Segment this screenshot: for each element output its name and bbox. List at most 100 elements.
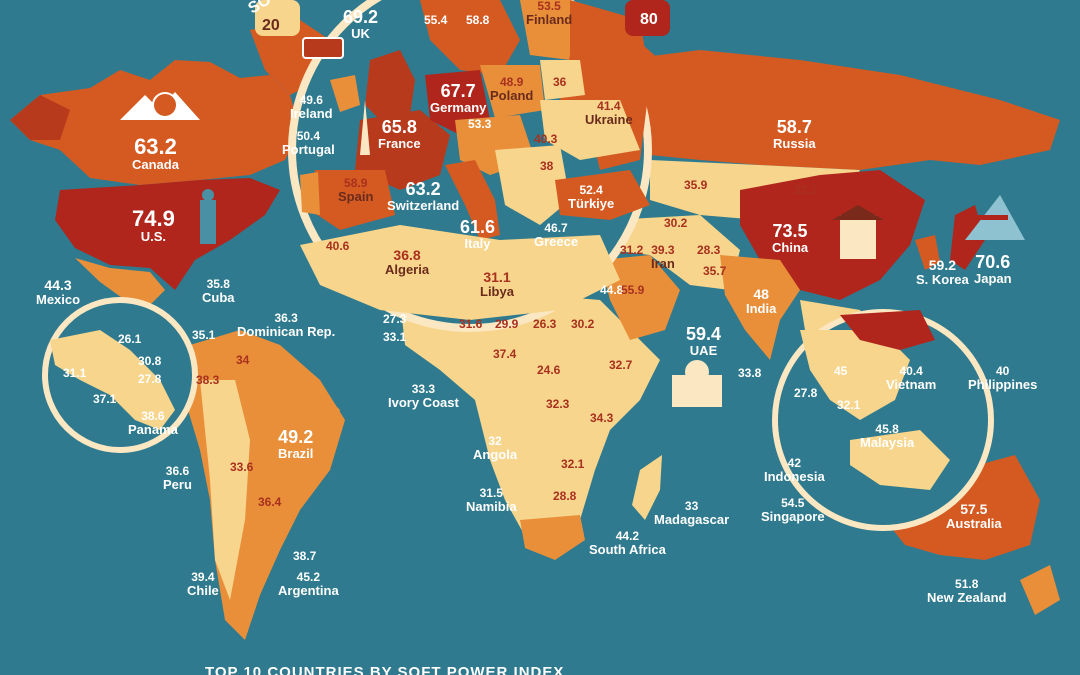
country-name: Iran [651, 255, 675, 271]
land-andes [200, 380, 250, 600]
land-india [720, 255, 800, 360]
central-america-land [50, 330, 175, 430]
country-label: 44.2 South Africa [589, 530, 666, 556]
legend-scale: SO 20 80 [246, 0, 670, 36]
country-label: 44.3 Mexico [36, 278, 80, 306]
footer-title: TOP 10 COUNTRIES BY SOFT POWER INDEX [205, 664, 565, 675]
country-label: 44.8 [600, 284, 623, 297]
country-value: 33.1 [383, 330, 407, 344]
country-label: 35.1 [192, 329, 215, 342]
europe-uk [365, 50, 415, 125]
country-name: Mexico [36, 291, 81, 307]
country-value: 37.4 [493, 347, 517, 361]
country-name: India [746, 300, 777, 316]
country-value: 49.2 [278, 427, 314, 447]
country-name: Canada [132, 157, 179, 173]
country-label: 32.3 [546, 398, 569, 411]
country-label: 32 Angola [473, 435, 517, 461]
country-value: 38.6 [141, 409, 165, 423]
country-label: 63.2 Switzerland [387, 180, 459, 213]
country-value: 35.9 [684, 178, 708, 192]
country-label: 33 Madagascar [654, 500, 729, 526]
country-name: Türkiye [568, 195, 615, 211]
country-value: 52.4 [579, 183, 603, 197]
country-label: 35.8 Cuba [202, 278, 235, 304]
country-value: 36.4 [258, 495, 282, 509]
country-value: 70.6 [975, 252, 1011, 272]
europe-detail [300, 0, 650, 320]
country-value: 31.1 [483, 269, 511, 285]
country-label: 39.4 Chile [187, 571, 219, 597]
country-name: Greece [534, 233, 579, 249]
country-label: 35.9 [684, 179, 707, 192]
country-label: 38 [540, 160, 553, 173]
country-name: Vietnam [886, 376, 937, 392]
country-label: 51.8 New Zealand [927, 578, 1006, 604]
se-asia-islands [850, 430, 950, 490]
country-value: 41.4 [597, 99, 621, 113]
country-value: 36 [553, 75, 567, 89]
country-label: 67.7 Germany [430, 82, 486, 115]
se-asia-mainland [800, 330, 910, 420]
country-value: 29.9 [495, 317, 519, 331]
country-label: 34 [236, 354, 249, 367]
country-name: UAE [689, 342, 718, 358]
country-label: 58.8 [466, 14, 489, 27]
land-korea [915, 235, 940, 270]
country-value: 58.9 [344, 176, 368, 190]
country-value: 42 [787, 456, 802, 470]
country-name: Argentina [278, 582, 339, 598]
country-name: France [378, 135, 421, 151]
country-value: 44.8 [600, 283, 624, 297]
legend-low-value: 20 [262, 17, 280, 34]
country-label: 31.1 [63, 367, 86, 380]
country-name: Malaysia [860, 434, 915, 450]
country-label: 36.4 [258, 496, 281, 509]
country-value: 39.3 [651, 243, 675, 257]
country-label: 33.3 Ivory Coast [388, 383, 459, 409]
country-label: 38.7 [293, 550, 316, 563]
country-name: Portugal [282, 141, 335, 157]
country-value: 57.5 [960, 501, 988, 517]
country-value: 26.3 [533, 317, 557, 331]
country-value: 58.7 [776, 117, 812, 137]
country-name: Italy [464, 235, 491, 251]
country-label: 53.3 [468, 118, 491, 131]
country-value: 35.7 [703, 264, 727, 278]
country-name: China [772, 239, 809, 255]
country-value: 45 [834, 364, 848, 378]
country-value: 32.3 [546, 397, 570, 411]
country-value: 40.3 [534, 132, 558, 146]
country-label: 53.5 Finland [526, 0, 572, 26]
europe-spain [310, 170, 395, 230]
country-value: 54.5 [781, 496, 805, 510]
country-name: Chile [187, 582, 219, 598]
land-alaska [10, 95, 70, 140]
country-label: 31.5 Namibia [466, 487, 517, 513]
country-name: Spain [338, 188, 374, 204]
country-label: 39.3 Iran [651, 244, 675, 270]
country-label: 59.2 S. Korea [916, 258, 969, 286]
europe-poland [480, 65, 545, 118]
country-value: 38.7 [293, 549, 317, 563]
country-value: 31.1 [63, 366, 87, 380]
country-value: 69.2 [343, 7, 379, 27]
land-middle-east [610, 215, 740, 290]
se-asia-china-edge [840, 310, 935, 350]
country-label: 45.2 Argentina [278, 571, 339, 597]
country-value: 31.2 [620, 243, 644, 257]
country-label: 32.7 [609, 359, 632, 372]
country-value: 32.1 [561, 457, 585, 471]
country-name: Brazil [278, 445, 314, 461]
country-value: 32.7 [609, 358, 633, 372]
country-label: 28.8 [553, 490, 576, 503]
country-label: 30.8 [138, 355, 161, 368]
country-label: 41.4 Ukraine [585, 100, 633, 126]
country-name: Angola [473, 446, 518, 462]
country-value: 55.4 [424, 13, 448, 27]
country-value: 33.3 [411, 382, 436, 396]
country-label: 40.6 [326, 240, 349, 253]
country-label: 40 Philippines [968, 365, 1037, 391]
country-value: 37.1 [93, 392, 117, 406]
